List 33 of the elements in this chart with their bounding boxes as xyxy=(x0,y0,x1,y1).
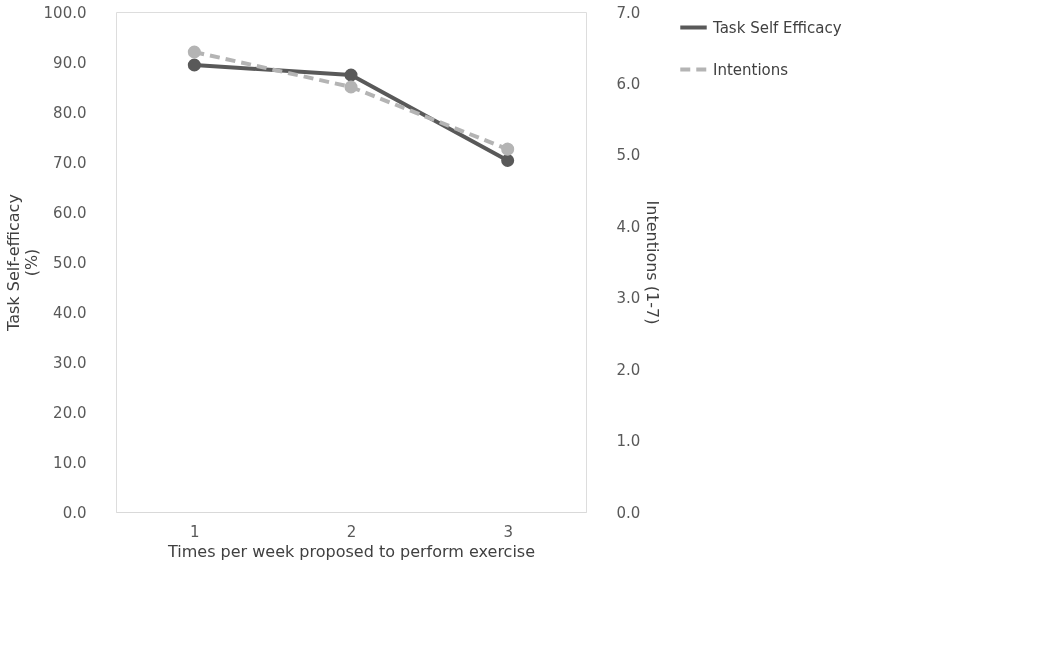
y2-tick-label: 6.0 xyxy=(616,74,641,93)
point xyxy=(344,68,358,82)
y2-tick-label: 7.0 xyxy=(616,3,641,22)
x-tick-label: 3 xyxy=(503,522,513,541)
y2-tick-label: 0.0 xyxy=(616,503,641,522)
point xyxy=(187,58,201,72)
y-tick-label: 70.0 xyxy=(53,153,87,172)
legend-label: Task Self Efficacy xyxy=(712,18,842,37)
y-axis-title: Task Self-efficacy (%) xyxy=(3,194,41,332)
y-tick-label: 30.0 xyxy=(53,353,87,372)
x-tick-label: 2 xyxy=(346,522,357,541)
legend-label: Intentions xyxy=(713,60,789,79)
y-tick-label: 20.0 xyxy=(53,403,87,422)
y2-tick-label: 3.0 xyxy=(616,289,641,308)
y-tick-label: 0.0 xyxy=(62,503,87,522)
y-tick-label: 80.0 xyxy=(53,103,87,122)
y-tick-label: 90.0 xyxy=(53,53,87,72)
x-axis-title: Times per week proposed to perform exercise xyxy=(166,541,536,561)
y-tick-label: 10.0 xyxy=(53,453,87,472)
point xyxy=(501,153,515,168)
y2-axis-title: Intentions (1-7) xyxy=(643,200,663,325)
y2-tick-label: 2.0 xyxy=(616,360,641,379)
y-tick-label: 60.0 xyxy=(53,203,87,222)
y2-tick-label: 4.0 xyxy=(616,217,641,236)
x-tick-label: 1 xyxy=(190,522,200,541)
point xyxy=(501,142,515,156)
y-tick-label: 50.0 xyxy=(53,253,87,272)
y2-tick-label: 1.0 xyxy=(616,432,641,451)
y-tick-label: 40.0 xyxy=(53,303,87,322)
point xyxy=(344,80,358,94)
y-tick-label: 100.0 xyxy=(43,3,87,22)
y2-tick-label: 5.0 xyxy=(616,146,641,165)
point xyxy=(187,45,201,59)
